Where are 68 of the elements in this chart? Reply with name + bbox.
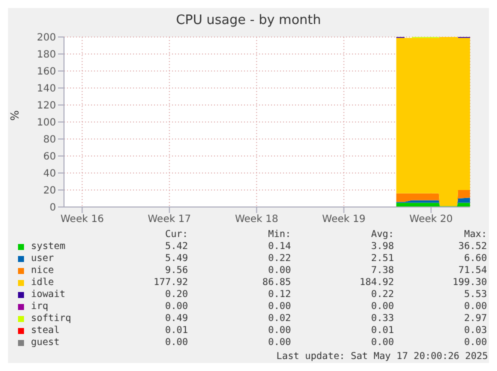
y-tick-label: 20 (43, 186, 56, 197)
text: 36.52 (457, 241, 487, 253)
legend-label: idle (30, 277, 55, 289)
y-tick-label: 80 (43, 134, 56, 146)
text: 7.38 (370, 265, 394, 277)
x-tick-label: Week 20 (409, 214, 453, 226)
y-tick-label: 60 (43, 152, 56, 163)
text: 177.92 (152, 277, 188, 289)
text: 0.49 (164, 313, 188, 325)
text: 0.00 (370, 301, 394, 313)
text: 0.00 (463, 301, 487, 313)
x-tick-label: Week 19 (322, 214, 366, 226)
text: 184.92 (358, 277, 394, 289)
legend-label: user (30, 253, 55, 265)
y-tick-label: 100 (36, 118, 56, 129)
text: 2.51 (370, 253, 394, 265)
text: 0.00 (267, 265, 291, 277)
legend-label: softirq (30, 313, 72, 325)
text: 9.56 (164, 265, 188, 277)
text: 0.00 (370, 337, 394, 349)
text: 0.20 (164, 289, 188, 301)
legend-label: guest (30, 337, 61, 349)
text: 0.22 (267, 253, 291, 265)
text: 0.03 (463, 325, 487, 337)
x-tick-label: Week 18 (234, 214, 278, 226)
y-tick-label: 200 (36, 32, 56, 44)
text: Min: (267, 229, 291, 241)
text: 0.00 (164, 337, 188, 349)
text: 0.02 (267, 313, 291, 325)
legend-label: nice (30, 265, 55, 277)
text: 71.54 (457, 265, 487, 277)
text: 5.49 (164, 253, 188, 265)
text: 0.00 (267, 337, 291, 349)
legend-label: irq (30, 301, 50, 313)
text: Max: (463, 229, 487, 241)
y-tick-label: 0 (50, 202, 56, 214)
text: 0.00 (463, 337, 487, 349)
text: 5.53 (463, 289, 487, 301)
y-tick-label: 180 (36, 50, 56, 61)
text: 86.85 (261, 277, 291, 289)
text: 5.42 (164, 241, 188, 253)
x-tick-label: Week 17 (148, 214, 192, 226)
legend-label: system (30, 241, 66, 253)
text: 3.98 (370, 241, 394, 253)
text: 199.30 (452, 277, 487, 289)
text: Avg: (370, 229, 394, 241)
text: 6.60 (463, 253, 487, 265)
chart-title: CPU usage - by month (174, 12, 322, 29)
text: 0.01 (370, 325, 394, 337)
y-tick-label: 140 (36, 84, 56, 95)
text: 0.22 (370, 289, 394, 301)
x-tick-label: Week 16 (60, 214, 104, 226)
y-tick-label: 120 (36, 100, 56, 112)
text: 0.14 (267, 241, 291, 253)
text: Last update: Sat May 17 20:00:26 2025 (275, 351, 488, 362)
text: 0.12 (267, 289, 291, 301)
text: 0.33 (370, 313, 394, 325)
y-axis-title: % (8, 110, 22, 121)
text: 0.01 (164, 325, 188, 337)
text: Cur: (164, 229, 188, 241)
text: 0.00 (267, 325, 291, 337)
text: 0.00 (267, 301, 291, 313)
legend-label: steal (30, 325, 61, 337)
y-tick-label: 40 (43, 168, 56, 180)
text: 0.00 (164, 301, 188, 313)
y-tick-label: 160 (36, 66, 56, 78)
legend-label: iowait (30, 289, 66, 301)
text: 2.97 (463, 313, 487, 325)
